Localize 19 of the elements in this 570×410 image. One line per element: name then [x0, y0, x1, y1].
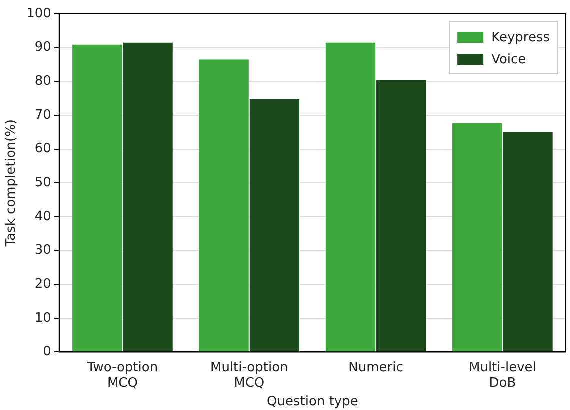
y-tick-label: 10	[34, 310, 52, 326]
y-tick-label: 70	[34, 108, 52, 123]
y-tick-label: 60	[34, 142, 52, 157]
legend-label: Voice	[492, 52, 526, 68]
y-tick-label: 40	[34, 209, 52, 224]
y-tick-label: 50	[34, 175, 52, 190]
y-tick-label: 0	[43, 344, 52, 360]
legend-label: Keypress	[492, 30, 550, 46]
x-tick-label: Two-option MCQ	[86, 360, 158, 391]
y-tick-label: 80	[34, 74, 52, 90]
y-axis-title: Task completion(%)	[4, 119, 20, 248]
x-tick-label: Multi-option MCQ	[210, 360, 288, 391]
y-tick-label: 90	[34, 40, 52, 56]
x-tick-label: Numeric	[348, 360, 404, 376]
y-tick-label: 30	[34, 243, 52, 258]
x-axis-title: Question type	[267, 394, 358, 410]
y-tick-label: 100	[26, 6, 52, 22]
x-tick-label: Multi-level DoB	[468, 360, 536, 391]
y-tick-label: 20	[34, 276, 52, 292]
